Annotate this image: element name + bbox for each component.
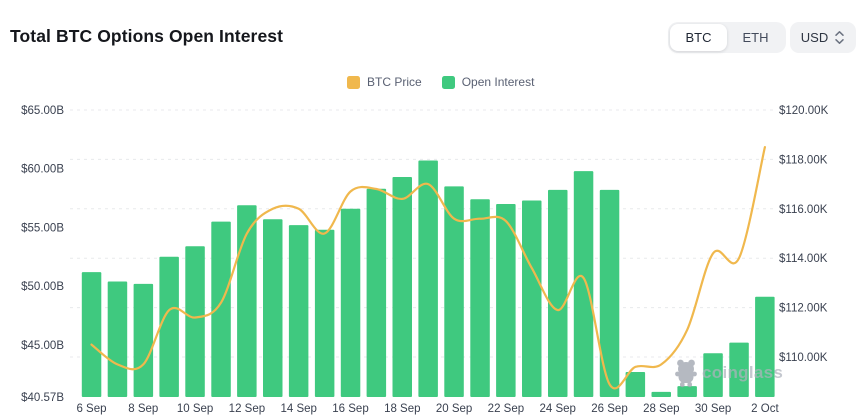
bar-open-interest[interactable] xyxy=(703,353,723,397)
y-axis-right-tick: $118.00K xyxy=(779,154,828,166)
bar-open-interest[interactable] xyxy=(729,342,749,397)
x-axis-tick: 6 Sep xyxy=(76,403,106,415)
bar-open-interest[interactable] xyxy=(599,189,620,397)
page-title: Total BTC Options Open Interest xyxy=(10,26,284,46)
bar-open-interest[interactable] xyxy=(133,283,154,397)
x-axis-tick: 30 Sep xyxy=(695,403,731,415)
bar-open-interest[interactable] xyxy=(444,186,464,397)
bar-open-interest[interactable] xyxy=(314,229,335,397)
y-axis-left-tick: $55.00B xyxy=(21,223,64,235)
x-axis-tick: 22 Sep xyxy=(488,403,524,415)
coin-toggle: BTC ETH xyxy=(668,22,786,53)
legend-item-btc-price[interactable]: BTC Price xyxy=(347,75,422,89)
y-axis-right-tick: $116.00K xyxy=(779,204,828,216)
bar-open-interest[interactable] xyxy=(185,246,205,397)
x-axis-tick: 28 Sep xyxy=(643,403,679,415)
x-axis-tick: 16 Sep xyxy=(332,403,368,415)
bar-open-interest[interactable] xyxy=(418,160,438,398)
y-axis-left-tick: $50.00B xyxy=(21,281,64,293)
bar-open-interest[interactable] xyxy=(522,200,542,398)
bar-open-interest[interactable] xyxy=(470,199,490,397)
bar-open-interest[interactable] xyxy=(81,272,102,397)
y-axis-right-tick: $114.00K xyxy=(779,253,828,265)
bar-open-interest[interactable] xyxy=(755,296,775,397)
legend-label-open-interest: Open Interest xyxy=(461,75,535,89)
bar-open-interest[interactable] xyxy=(496,204,516,397)
bar-open-interest[interactable] xyxy=(340,208,361,397)
bar-open-interest[interactable] xyxy=(573,171,594,397)
y-axis-left-tick: $65.00B xyxy=(21,105,64,117)
y-axis-right-tick: $120.00K xyxy=(779,105,829,117)
legend-swatch-btc-price xyxy=(347,75,360,89)
legend-item-open-interest[interactable]: Open Interest xyxy=(441,75,535,89)
y-axis-right-tick: $112.00K xyxy=(779,303,828,315)
y-axis-left-tick: $60.00B xyxy=(21,164,64,176)
x-axis-tick: 14 Sep xyxy=(280,403,316,415)
y-axis-left-tick: $40.57B xyxy=(21,392,64,404)
x-axis-tick: 2 Oct xyxy=(751,403,779,415)
bar-open-interest[interactable] xyxy=(677,386,697,397)
y-axis-left-tick: $45.00B xyxy=(21,340,64,352)
x-axis-tick: 8 Sep xyxy=(128,403,158,415)
x-axis-tick: 12 Sep xyxy=(229,403,265,415)
bar-open-interest[interactable] xyxy=(366,188,387,397)
x-axis-tick: 24 Sep xyxy=(539,403,575,415)
btc-price-line[interactable] xyxy=(90,146,766,390)
x-axis-tick: 26 Sep xyxy=(591,403,627,415)
bar-open-interest[interactable] xyxy=(263,219,283,397)
chart-legend: BTC Price Open Interest xyxy=(347,75,534,89)
bar-open-interest[interactable] xyxy=(625,372,646,397)
coin-toggle-btc[interactable]: BTC xyxy=(670,24,727,51)
x-axis-tick: 18 Sep xyxy=(384,403,420,415)
currency-select-value: USD xyxy=(800,30,829,45)
bar-open-interest[interactable] xyxy=(288,225,309,397)
bar-open-interest[interactable] xyxy=(237,205,257,397)
bar-open-interest[interactable] xyxy=(107,281,128,398)
coin-toggle-eth[interactable]: ETH xyxy=(727,24,784,51)
bar-open-interest[interactable] xyxy=(159,256,179,397)
legend-swatch-open-interest xyxy=(441,75,455,89)
legend-label-btc-price: BTC Price xyxy=(367,75,422,89)
bar-open-interest[interactable] xyxy=(211,221,231,397)
bar-open-interest[interactable] xyxy=(548,189,568,397)
x-axis-tick: 10 Sep xyxy=(177,403,213,415)
bar-open-interest[interactable] xyxy=(392,177,413,397)
x-axis-tick: 20 Sep xyxy=(436,403,472,415)
updown-chevron-icon xyxy=(835,31,844,44)
bar-open-interest[interactable] xyxy=(651,391,672,397)
y-axis-right-tick: $110.00K xyxy=(779,352,828,364)
currency-select[interactable]: USD xyxy=(790,22,856,53)
